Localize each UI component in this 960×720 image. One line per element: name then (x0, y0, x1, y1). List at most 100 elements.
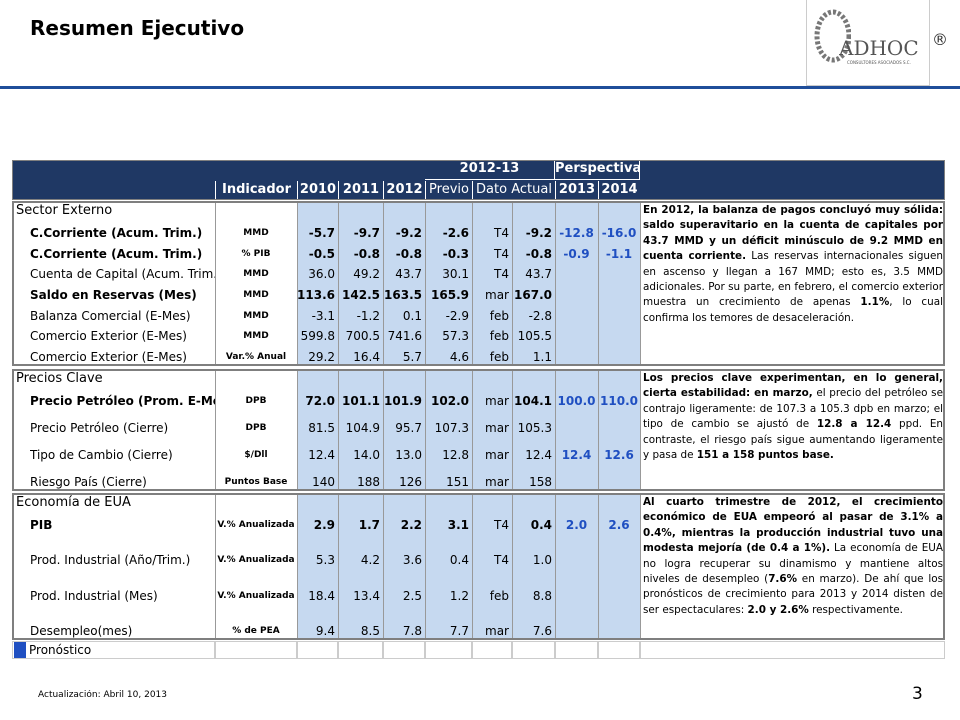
row-value: 4.6 (449, 350, 469, 364)
commentary: En 2012, la balanza de pagos concluyó mu… (643, 203, 943, 364)
column-cell (640, 201, 945, 366)
row-period: T4 (494, 246, 509, 261)
row-value: 30.1 (442, 267, 469, 282)
row-period: feb (489, 588, 509, 603)
row-value: -9.2 (395, 226, 422, 240)
row-current: 1.1 (532, 350, 552, 364)
row-value: 36.0 (308, 267, 335, 282)
group-header: Perspectiva (555, 161, 640, 179)
column-cell (215, 493, 297, 640)
row-period: mar (485, 448, 509, 462)
row-label: Comercio Exterior (E-Mes) (30, 350, 187, 364)
row-value: 1.7 (358, 518, 380, 532)
row-value: 81.5 (308, 421, 335, 435)
row-value: 5.3 (315, 553, 335, 568)
row-value: -0.8 (353, 246, 380, 261)
row-label: Cuenta de Capital (Acum. Trim.) (30, 267, 215, 282)
row-forecast: 12.4 (561, 448, 592, 462)
row-unit: MMD (243, 228, 269, 238)
row-unit: DPB (245, 396, 267, 406)
row-period: mar (485, 394, 509, 408)
column-cell (425, 369, 472, 491)
legend-row-cell (425, 641, 472, 659)
legend-row-cell (383, 641, 425, 659)
row-value: 57.3 (442, 329, 469, 344)
commentary: Los precios clave experimentan, en lo ge… (643, 371, 943, 489)
commentary: Al cuarto trimestre de 2012, el crecimie… (643, 495, 943, 638)
row-value: 13.4 (353, 588, 380, 603)
column-header: 2011 (338, 181, 383, 199)
row-value: 2.2 (400, 518, 422, 532)
row-unit: DPB (245, 423, 267, 433)
row-value: 18.4 (308, 588, 335, 603)
legend-row-cell (338, 641, 383, 659)
group-header: 2012-13 (425, 161, 555, 179)
row-value: 8.5 (360, 624, 380, 638)
row-value: 102.0 (431, 394, 469, 408)
row-unit: Puntos Base (224, 477, 288, 487)
row-value: 4.2 (360, 553, 380, 568)
commentary-text: La economía de EUA no logra recuperar su… (643, 542, 943, 586)
row-current: 12.4 (525, 448, 552, 462)
commentary-text: Las reservas internacionales siguen en a… (643, 250, 943, 309)
commentary-text: 2.0 y 2.6% (747, 603, 809, 616)
commentary-text: Los precios clave experimentan, en lo ge… (643, 372, 943, 400)
row-value: 1.2 (449, 588, 469, 603)
column-cell (472, 201, 512, 366)
column-header: 2010 (297, 181, 338, 199)
column-header: 2013 (555, 181, 598, 199)
row-forecast: 110.0 (600, 394, 638, 408)
row-current: 8.8 (532, 588, 552, 603)
row-value: 72.0 (305, 394, 335, 408)
section-frame (12, 201, 945, 366)
column-cell (598, 369, 640, 491)
legend-row-cell (598, 641, 640, 659)
row-value: 188 (357, 475, 380, 489)
column-cell (338, 369, 383, 491)
row-value: 126 (399, 475, 422, 489)
row-value: -9.7 (353, 226, 380, 240)
section-title: Sector Externo (16, 203, 113, 218)
column-cell (512, 369, 555, 491)
section-title: Economía de EUA (16, 495, 131, 510)
column-cell (640, 369, 945, 491)
column-cell (640, 493, 945, 640)
column-cell (297, 493, 338, 640)
row-period: feb (489, 308, 509, 323)
row-unit: MMD (243, 269, 269, 280)
row-value: 12.8 (442, 448, 469, 462)
row-period: T4 (494, 226, 509, 240)
row-unit: Var.% Anual (225, 352, 287, 362)
row-value: 9.4 (315, 624, 335, 638)
row-value: 49.2 (353, 267, 380, 282)
column-cell (555, 493, 598, 640)
row-value: 599.8 (300, 329, 335, 344)
row-value: 2.9 (313, 518, 335, 532)
row-unit: V.% Anualizada (217, 590, 295, 601)
column-cell (472, 369, 512, 491)
commentary-text: el precio del petróleo se contrajo liger… (643, 387, 943, 431)
legend-row-cell (555, 641, 598, 659)
row-current: 104.1 (514, 394, 552, 408)
commentary-text: en marzo). De ahí que los pronósticos de… (643, 573, 943, 616)
row-value: -3.1 (311, 308, 335, 323)
column-header: 2012 (383, 181, 425, 199)
logo-icon (814, 9, 851, 63)
section-title: Precios Clave (16, 371, 103, 386)
row-value: 13.0 (395, 448, 422, 462)
row-value: 3.1 (447, 518, 469, 532)
row-forecast: -12.8 (559, 226, 594, 240)
legend-row-cell (12, 641, 215, 659)
column-cell (338, 201, 383, 366)
row-current: 1.0 (532, 553, 552, 568)
row-period: mar (485, 288, 509, 302)
column-cell (555, 201, 598, 366)
commentary-text: 1.1% (860, 296, 890, 309)
row-forecast: -16.0 (601, 226, 637, 240)
row-current: 7.6 (532, 624, 552, 638)
row-label: Riesgo País (Cierre) (30, 475, 147, 489)
row-unit: MMD (243, 310, 269, 321)
legend-row-cell (297, 641, 338, 659)
column-cell (297, 201, 338, 366)
row-period: mar (485, 421, 509, 435)
